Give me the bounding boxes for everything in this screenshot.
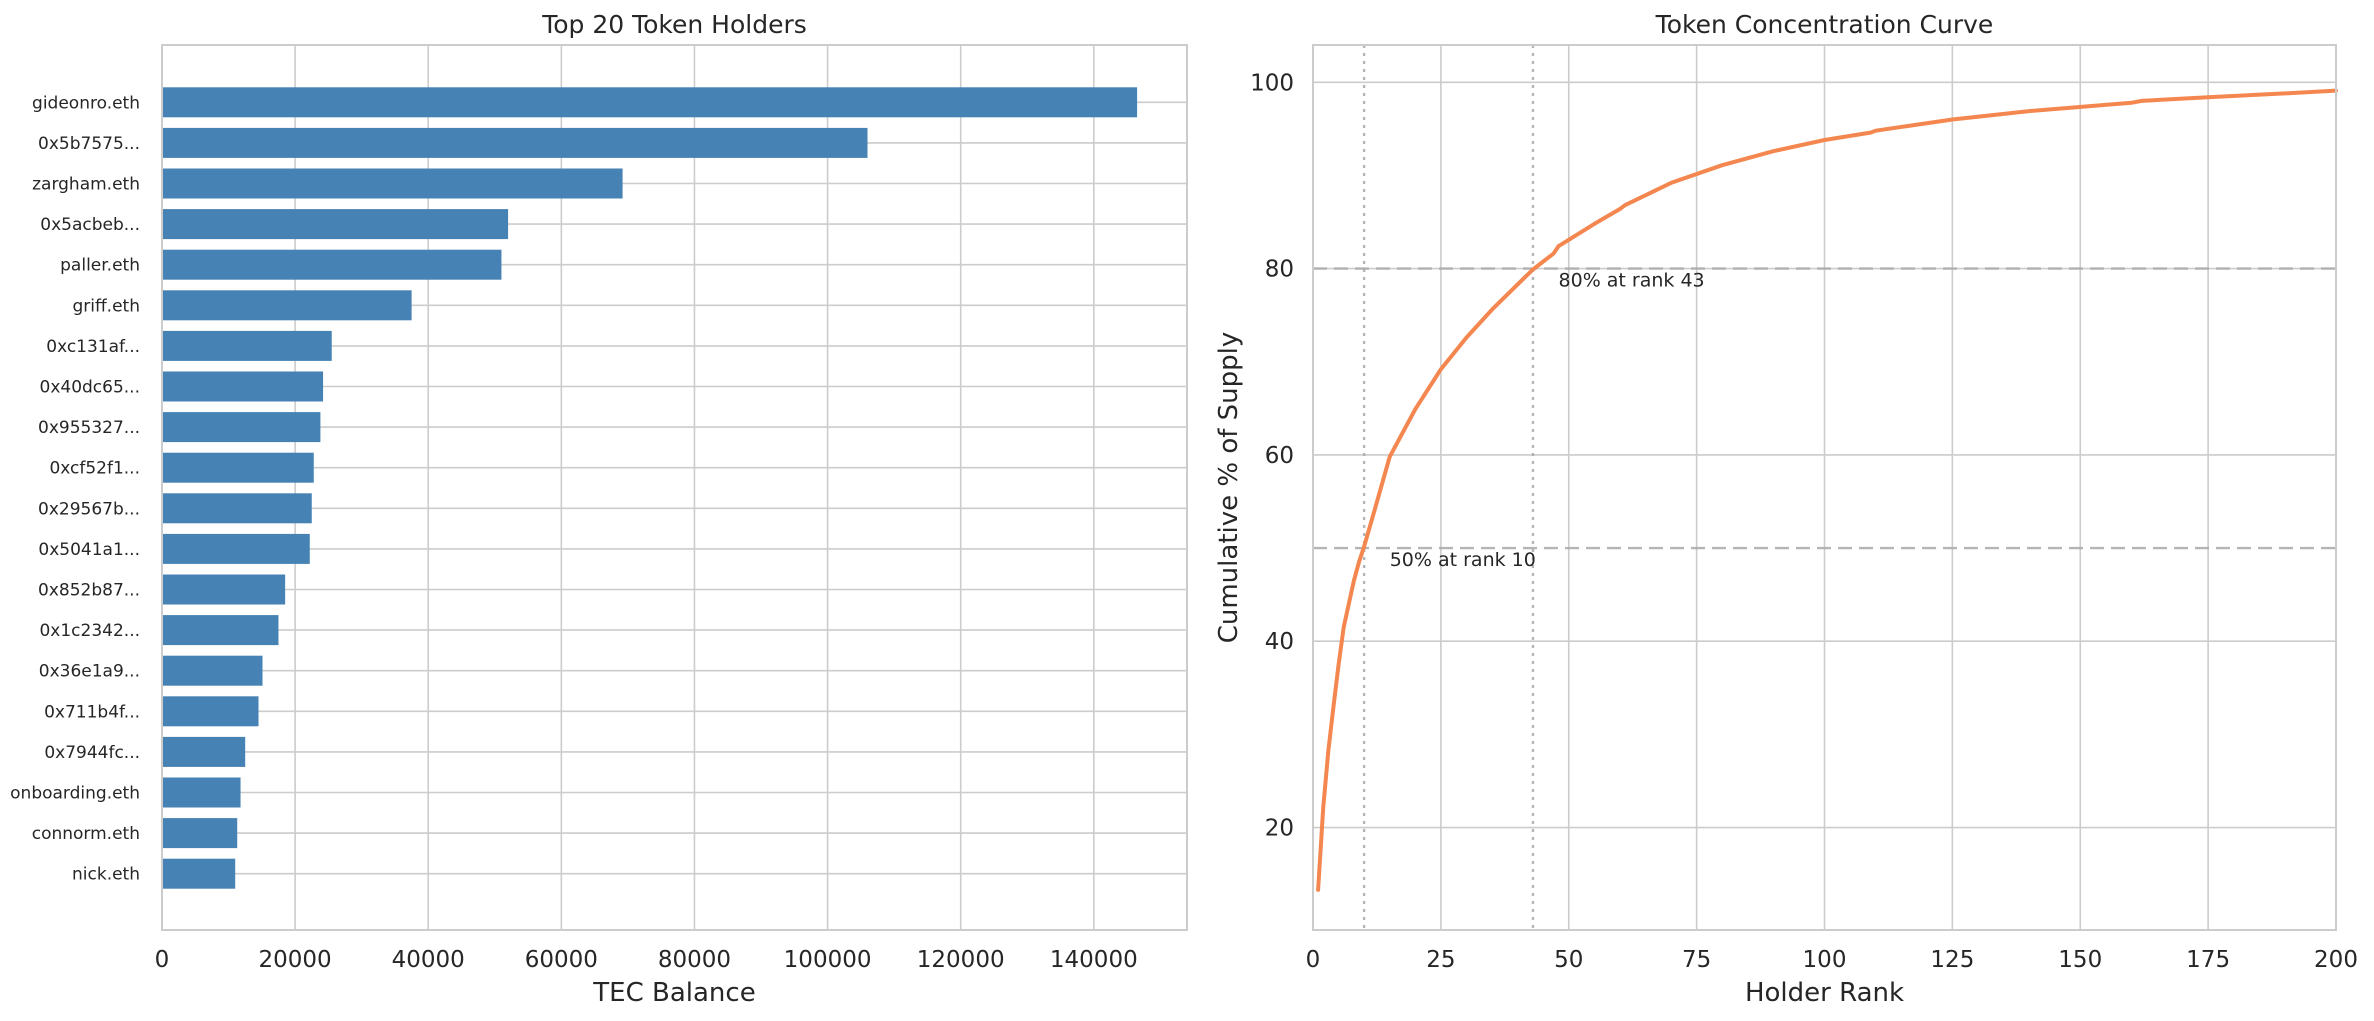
category-label: 0xcf52f1...	[49, 459, 140, 479]
x-tick-label: 120000	[917, 947, 1005, 973]
y-tick-label: 80	[1265, 257, 1294, 283]
category-label: 0x29567b...	[38, 499, 140, 519]
line-chart-grid	[1312, 45, 2337, 930]
bar	[162, 655, 263, 686]
bar	[162, 290, 412, 321]
bar	[162, 533, 310, 564]
x-tick-label: 60000	[525, 947, 598, 973]
x-tick-label: 40000	[392, 947, 465, 973]
bar-chart-title: Top 20 Token Holders	[541, 10, 807, 39]
category-label: 0x711b4f...	[44, 702, 140, 722]
bar	[162, 777, 241, 808]
bar	[162, 493, 312, 524]
bar	[162, 87, 1138, 118]
x-tick-label: 20000	[259, 947, 332, 973]
bar-chart-x-axis-label: TEC Balance	[592, 978, 755, 1008]
x-tick-label: 125	[1930, 947, 1974, 973]
bar	[162, 371, 324, 402]
x-tick-label: 100	[1803, 947, 1847, 973]
category-label: zargham.eth	[32, 175, 140, 195]
line-chart-x-axis-label: Holder Rank	[1745, 978, 1904, 1008]
bar-chart-x-tick-labels: 0 20000 40000 60000 80000 100000 120000 140000	[155, 947, 1138, 973]
x-tick-label: 0	[1306, 947, 1321, 973]
line-chart: Token Concentration Curve 80% at rank 43…	[1214, 10, 2358, 1008]
category-label: 0x5acbeb...	[40, 215, 140, 235]
x-tick-label: 75	[1682, 947, 1711, 973]
line-chart-annotations: 80% at rank 43 50% at rank 10	[1390, 269, 1705, 570]
bar	[162, 615, 279, 646]
line-chart-frame	[1312, 44, 2337, 931]
line-chart-y-tick-labels: 20 40 60 80 100	[1250, 70, 1294, 841]
x-tick-label: 175	[2186, 947, 2230, 973]
category-label: 0xc131af...	[46, 337, 140, 357]
annotation-label: 80% at rank 43	[1559, 269, 1705, 291]
category-label: connorm.eth	[32, 824, 140, 844]
category-label: 0x7944fc...	[44, 743, 140, 763]
y-tick-label: 40	[1265, 629, 1294, 655]
bar-chart-category-labels: gideonro.eth 0x5b7575... zargham.eth 0x5acb…	[10, 93, 140, 884]
concentration-curve-line	[1316, 88, 2338, 892]
bar	[162, 412, 321, 443]
line-chart-x-tick-labels: 0 25 50 75 100 125 150 175 200	[1306, 947, 2358, 973]
category-label: griff.eth	[72, 296, 140, 316]
bar-chart: Top 20 Token Holders gideonro.eth 0x5b757…	[10, 10, 1188, 1008]
bar	[162, 330, 332, 361]
bar-chart-bars	[162, 87, 1138, 889]
category-label: gideonro.eth	[32, 93, 140, 113]
category-label: paller.eth	[60, 256, 140, 276]
category-label: 0x36e1a9...	[39, 662, 140, 682]
x-tick-label: 50	[1554, 947, 1583, 973]
y-tick-label: 100	[1250, 70, 1294, 96]
x-tick-label: 100000	[784, 947, 872, 973]
line-chart-title: Token Concentration Curve	[1655, 10, 1994, 39]
category-label: nick.eth	[72, 865, 140, 885]
category-label: 0x5041a1...	[38, 540, 140, 560]
annotation-label: 50% at rank 10	[1390, 549, 1536, 571]
bar	[162, 858, 236, 889]
category-label: 0x1c2342...	[39, 621, 140, 641]
category-label: 0x40dc65...	[40, 378, 141, 398]
bar	[162, 209, 509, 240]
category-label: 0x852b87...	[38, 581, 140, 601]
bar	[162, 574, 286, 605]
bar	[162, 818, 238, 849]
line-chart-reference-lines	[1313, 45, 2336, 930]
bar	[162, 452, 314, 483]
category-label: 0x5b7575...	[38, 134, 140, 154]
bar	[162, 696, 259, 727]
category-label: onboarding.eth	[10, 784, 140, 804]
y-tick-label: 20	[1265, 816, 1294, 842]
x-tick-label: 150	[2058, 947, 2102, 973]
x-tick-label: 80000	[658, 947, 731, 973]
category-label: 0x955327...	[38, 418, 140, 438]
line-chart-y-axis-label: Cumulative % of Supply	[1214, 332, 1244, 644]
x-tick-label: 0	[155, 947, 170, 973]
x-tick-label: 25	[1426, 947, 1455, 973]
bar	[162, 249, 502, 280]
x-tick-label: 140000	[1050, 947, 1138, 973]
y-tick-label: 60	[1265, 443, 1294, 469]
bar	[162, 736, 246, 767]
bar	[162, 127, 868, 158]
x-tick-label: 200	[2314, 947, 2358, 973]
bar	[162, 168, 623, 199]
bar-chart-frame	[161, 44, 1188, 931]
